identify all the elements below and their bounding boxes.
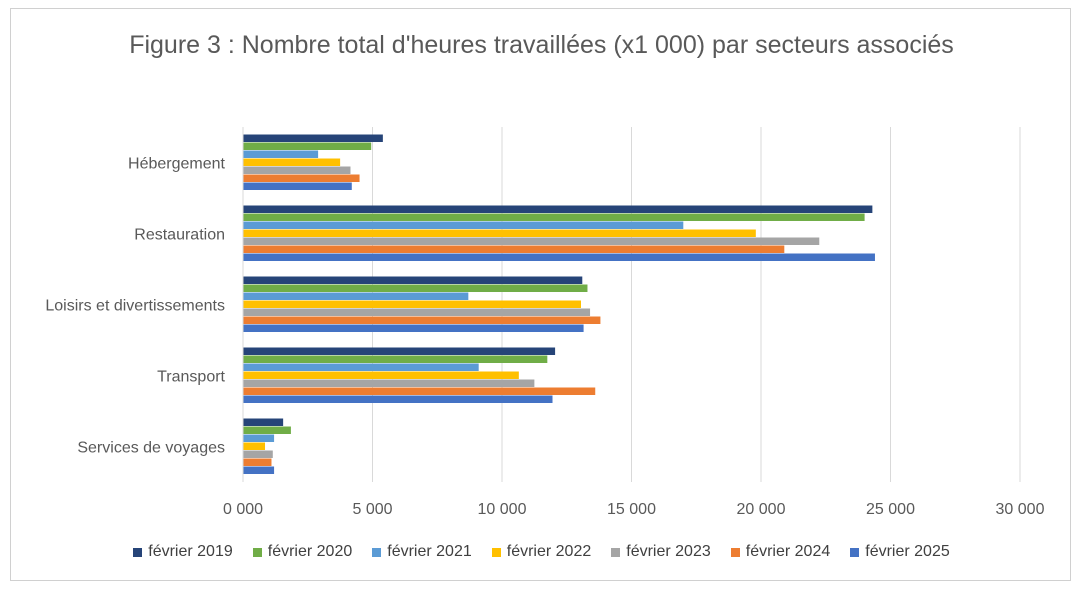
legend-label: février 2025 [865, 543, 950, 560]
bar [243, 379, 535, 387]
bar [243, 347, 556, 355]
legend-swatch [491, 547, 501, 557]
chart-frame [10, 8, 1071, 581]
bar [243, 371, 519, 379]
bar [243, 174, 360, 182]
chart-title: Figure 3 : Nombre total d'heures travail… [0, 28, 1083, 63]
bar [243, 150, 319, 158]
x-tick-label: 30 000 [996, 501, 1045, 518]
legend-item: février 2020 [252, 543, 353, 561]
x-tick-label: 10 000 [478, 501, 527, 518]
bar [243, 434, 275, 442]
category-label: Restauration [134, 227, 225, 244]
axis-labels: 0 000 5 000 10 000 15 000 20 000 25 000 30 000… [45, 156, 1044, 519]
bars [243, 134, 875, 474]
bar [243, 237, 820, 245]
legend-swatch [850, 547, 860, 557]
bar [243, 205, 873, 213]
bar [243, 276, 583, 284]
bar [243, 466, 275, 474]
bar [243, 142, 372, 150]
bar [243, 418, 284, 426]
bar [243, 355, 548, 363]
x-tick-label: 20 000 [737, 501, 786, 518]
category-label: Hébergement [128, 156, 226, 173]
legend-item: février 2022 [491, 543, 592, 561]
legend-item: février 2023 [611, 543, 711, 561]
legend-label: février 2022 [506, 543, 592, 560]
legend-item: février 2025 [850, 543, 950, 561]
category-label: Loisirs et divertissements [45, 298, 225, 315]
bar [243, 245, 785, 253]
bar [243, 363, 479, 371]
bar [243, 292, 469, 300]
legend-swatch [252, 547, 262, 557]
bar [243, 308, 591, 316]
legend-label: février 2020 [267, 543, 353, 560]
bar [243, 158, 341, 166]
bar [243, 213, 865, 221]
legend-swatch [133, 547, 143, 557]
legend-swatch [730, 547, 740, 557]
legend-item: février 2021 [372, 543, 472, 561]
legend-label: février 2024 [745, 543, 831, 560]
category-label: Services de voyages [77, 440, 225, 457]
legend-swatch [372, 547, 382, 557]
bar [243, 324, 584, 332]
legend: février 2019 février 2020 février 2021 févr… [0, 540, 1083, 564]
chart-title-text: Figure 3 : Nombre total d'heures travail… [129, 31, 954, 59]
bar [243, 300, 581, 308]
bar [243, 395, 553, 403]
bar [243, 426, 291, 434]
legend-item: février 2019 [133, 543, 233, 561]
bar [243, 166, 351, 174]
x-tick-label: 5 000 [352, 501, 392, 518]
x-tick-label: 15 000 [607, 501, 656, 518]
bar [243, 387, 596, 395]
category-label: Transport [157, 369, 225, 386]
bar [243, 253, 875, 261]
legend-item: février 2024 [730, 543, 831, 561]
bar [243, 182, 352, 190]
bar [243, 458, 272, 466]
bar [243, 316, 601, 324]
legend-label: février 2023 [626, 543, 711, 560]
bar [243, 442, 266, 450]
bar [243, 221, 684, 229]
bar [243, 229, 756, 237]
x-tick-label: 25 000 [866, 501, 915, 518]
legend-label: février 2019 [148, 543, 233, 560]
bar [243, 450, 273, 458]
bar [243, 134, 383, 142]
x-tick-label: 0 000 [223, 501, 263, 518]
legend-label: février 2021 [387, 543, 472, 560]
bar [243, 284, 588, 292]
legend-swatch [611, 547, 621, 557]
